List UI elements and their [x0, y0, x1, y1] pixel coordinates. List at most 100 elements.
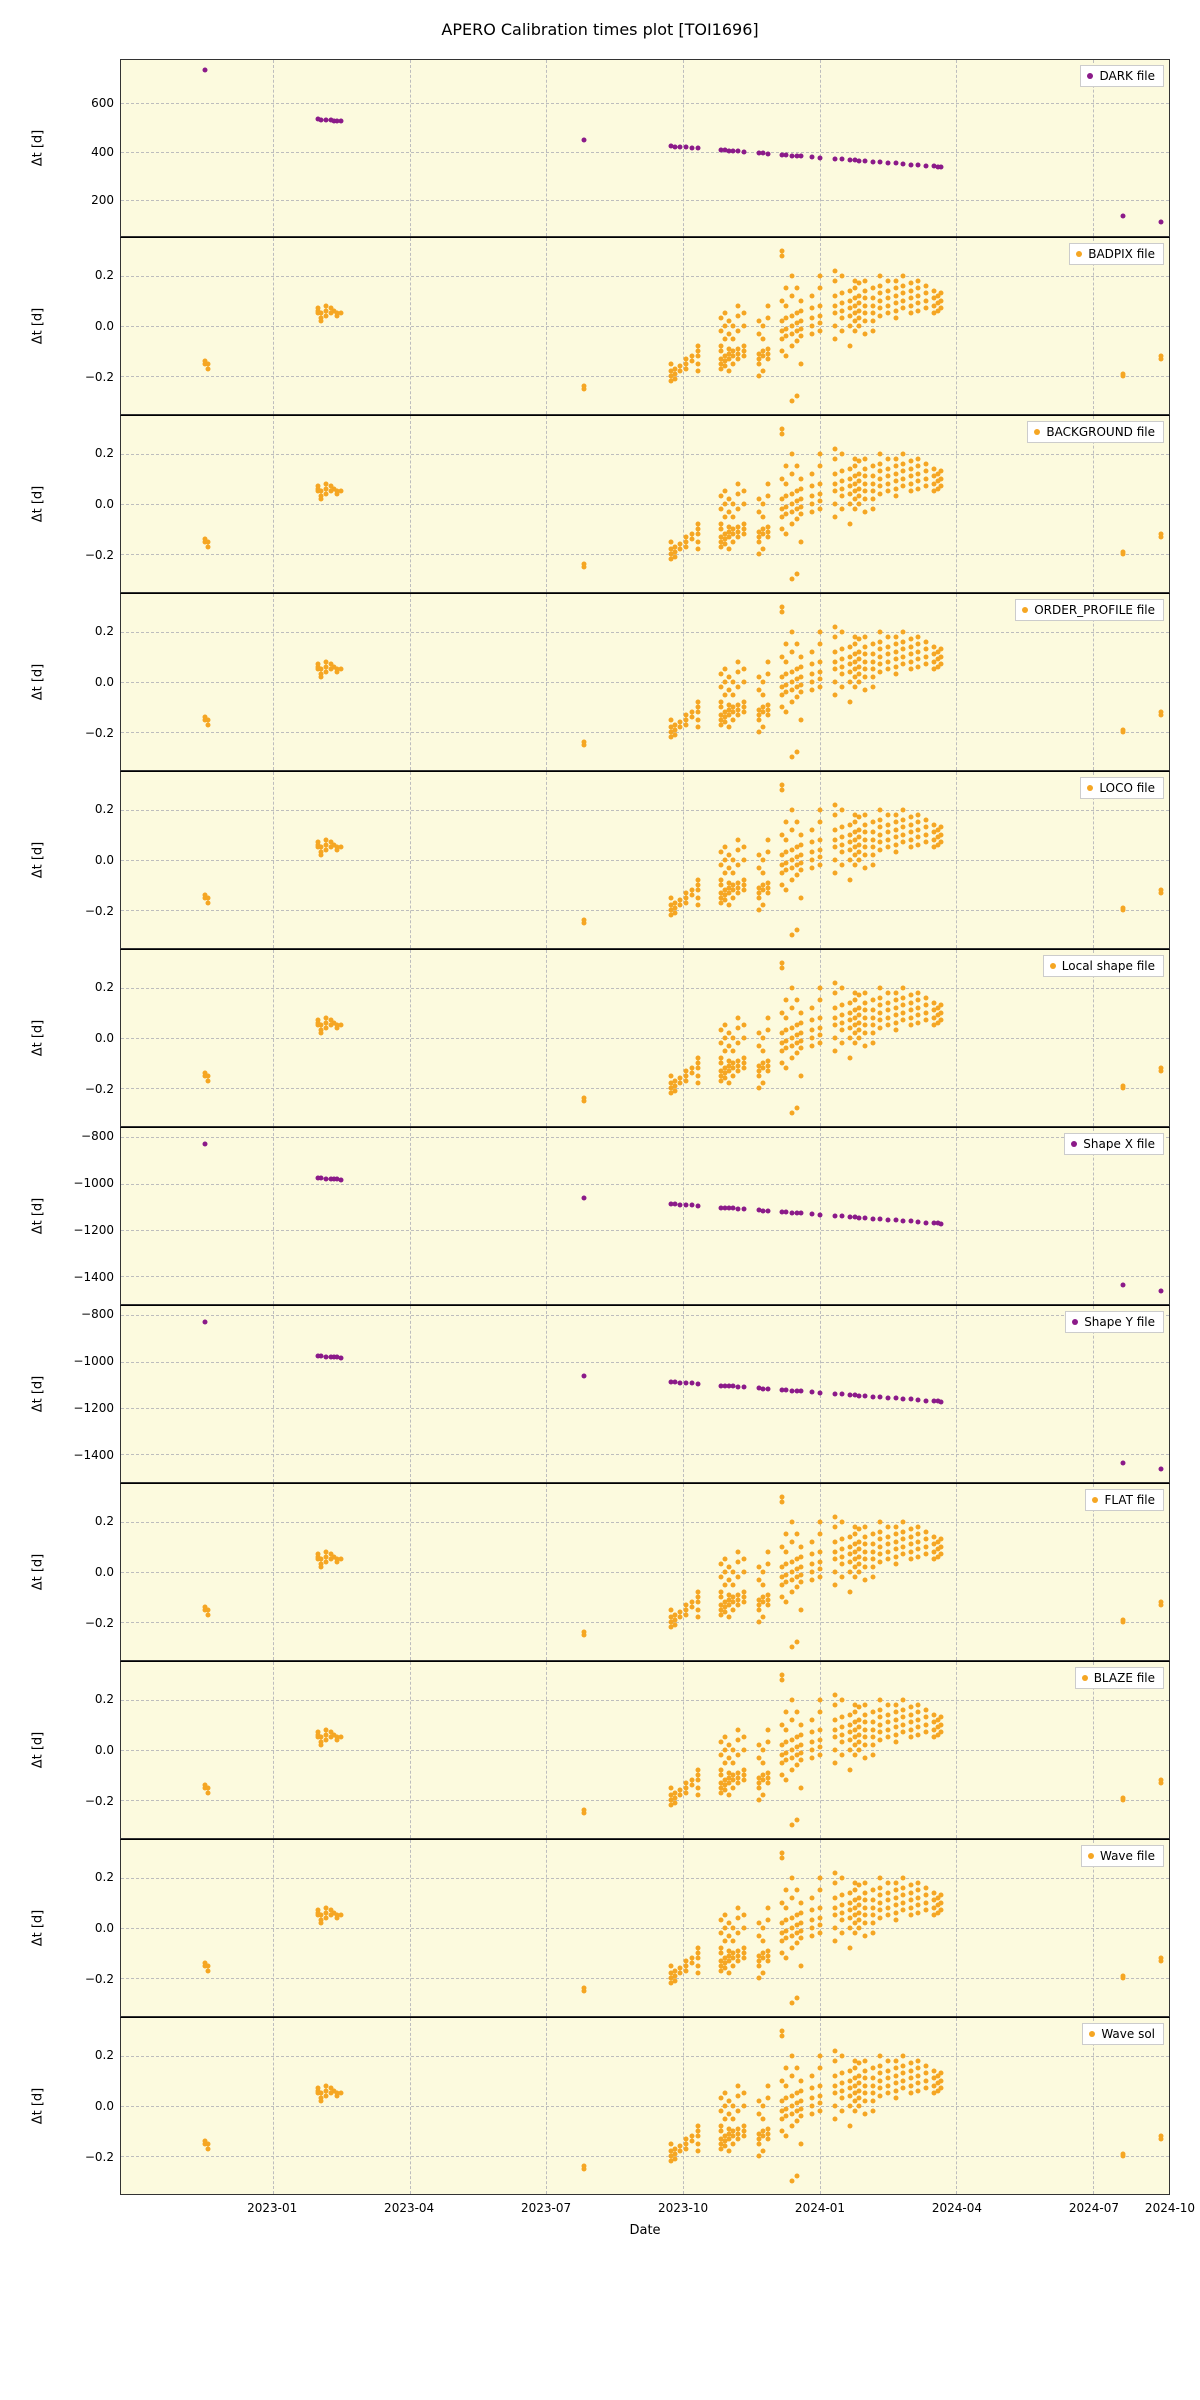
data-point — [790, 273, 795, 278]
data-point — [886, 2091, 891, 2096]
data-point — [718, 329, 723, 334]
data-point — [886, 845, 891, 850]
data-point — [863, 1742, 868, 1747]
data-point — [696, 1056, 701, 1061]
data-point — [779, 1722, 784, 1727]
data-point — [916, 1732, 921, 1737]
data-point — [901, 461, 906, 466]
data-point — [832, 268, 837, 273]
data-point — [908, 1219, 913, 1224]
data-point — [726, 1920, 731, 1925]
legend-label: ORDER_PROFILE file — [1034, 603, 1155, 617]
data-point — [848, 858, 853, 863]
data-point — [848, 1946, 853, 1951]
data-point — [794, 572, 799, 577]
data-point — [731, 1938, 736, 1943]
data-point — [784, 672, 789, 677]
data-point — [756, 2141, 761, 2146]
data-point — [810, 850, 815, 855]
data-point — [696, 710, 701, 715]
data-point — [582, 137, 587, 142]
data-point — [852, 1575, 857, 1580]
data-point — [726, 1081, 731, 1086]
x-tick: 2024-10 — [1145, 2201, 1195, 2215]
data-point — [832, 1557, 837, 1562]
data-point — [857, 858, 862, 863]
data-point — [766, 2126, 771, 2131]
data-point — [857, 2081, 862, 2086]
data-point — [582, 1096, 587, 1101]
data-point — [766, 481, 771, 486]
data-point — [718, 2096, 723, 2101]
data-point — [893, 293, 898, 298]
data-point — [741, 1036, 746, 1041]
data-point — [756, 1976, 761, 1981]
data-point — [840, 1003, 845, 1008]
data-point — [779, 2033, 784, 2038]
data-point — [684, 1612, 689, 1617]
data-point — [863, 481, 868, 486]
data-point — [832, 802, 837, 807]
data-point — [696, 547, 701, 552]
y-tick: 0.2 — [95, 1692, 114, 1706]
data-point — [741, 1913, 746, 1918]
data-point — [832, 502, 837, 507]
data-point — [893, 835, 898, 840]
data-point — [735, 356, 740, 361]
data-point — [870, 2066, 875, 2071]
data-point — [901, 1552, 906, 1557]
data-point — [810, 1717, 815, 1722]
data-point — [779, 705, 784, 710]
data-point — [731, 692, 736, 697]
data-point — [741, 1570, 746, 1575]
data-point — [677, 547, 682, 552]
data-point — [863, 1890, 868, 1895]
data-point — [916, 642, 921, 647]
data-point — [939, 1010, 944, 1015]
data-point — [817, 1745, 822, 1750]
figure: APERO Calibration times plot [TOI1696] Δ… — [0, 0, 1200, 2285]
data-point — [784, 659, 789, 664]
data-point — [923, 2086, 928, 2091]
data-point — [726, 547, 731, 552]
data-point — [857, 293, 862, 298]
y-tick: −0.2 — [85, 1794, 114, 1808]
data-point — [784, 2066, 789, 2071]
data-point — [1121, 213, 1126, 218]
data-point — [582, 740, 587, 745]
data-point — [779, 2078, 784, 2083]
data-point — [779, 787, 784, 792]
plot-area: FLAT file — [120, 1483, 1170, 1661]
legend-swatch — [1087, 785, 1093, 791]
data-point — [718, 1768, 723, 1773]
data-point — [857, 649, 862, 654]
data-point — [857, 835, 862, 840]
data-point — [878, 2053, 883, 2058]
data-point — [1121, 1617, 1126, 1622]
data-point — [810, 502, 815, 507]
data-point — [735, 1753, 740, 1758]
data-point — [832, 471, 837, 476]
data-point — [840, 308, 845, 313]
data-point — [832, 278, 837, 283]
data-point — [863, 1008, 868, 1013]
data-point — [766, 356, 771, 361]
data-point — [832, 1880, 837, 1885]
data-point — [893, 456, 898, 461]
data-point — [817, 1697, 822, 1702]
data-point — [923, 1900, 928, 1905]
data-point — [886, 1890, 891, 1895]
data-point — [718, 1590, 723, 1595]
data-point — [848, 1926, 853, 1931]
data-point — [886, 1720, 891, 1725]
data-point — [832, 1692, 837, 1697]
data-point — [761, 692, 766, 697]
data-point — [832, 980, 837, 985]
data-point — [677, 1793, 682, 1798]
data-point — [893, 850, 898, 855]
data-point — [205, 366, 210, 371]
data-point — [810, 331, 815, 336]
data-point — [799, 298, 804, 303]
data-point — [731, 361, 736, 366]
data-point — [761, 324, 766, 329]
